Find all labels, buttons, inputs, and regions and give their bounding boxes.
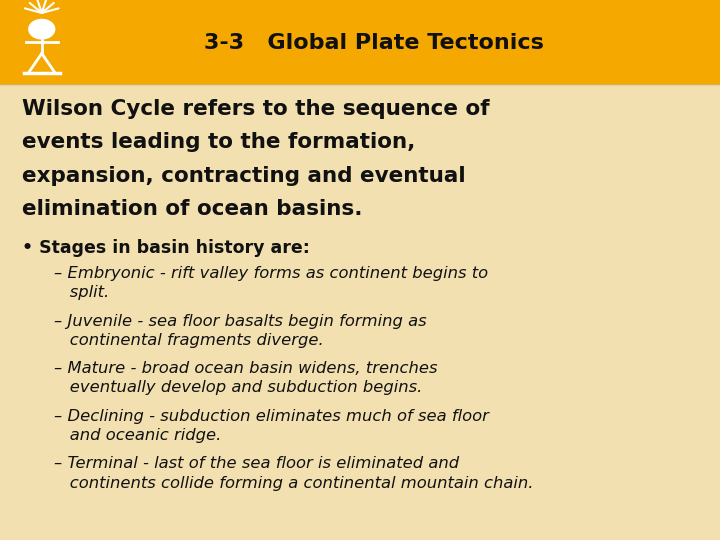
Text: – Terminal - last of the sea floor is eliminated and
   continents collide formi: – Terminal - last of the sea floor is el… [54,456,534,490]
Text: – Embryonic - rift valley forms as continent begins to
   split.: – Embryonic - rift valley forms as conti… [54,266,488,300]
Text: – Mature - broad ocean basin widens, trenches
   eventually develop and subducti: – Mature - broad ocean basin widens, tre… [54,361,438,395]
Text: elimination of ocean basins.: elimination of ocean basins. [22,199,362,219]
Text: Wilson Cycle refers to the sequence of: Wilson Cycle refers to the sequence of [22,99,489,119]
Text: – Juvenile - sea floor basalts begin forming as
   continental fragments diverge: – Juvenile - sea floor basalts begin for… [54,314,427,348]
Text: 3-3   Global Plate Tectonics: 3-3 Global Plate Tectonics [204,32,544,53]
Text: – Declining - subduction eliminates much of sea floor
   and oceanic ridge.: – Declining - subduction eliminates much… [54,409,489,443]
FancyBboxPatch shape [0,0,720,85]
Text: expansion, contracting and eventual: expansion, contracting and eventual [22,166,465,186]
Circle shape [29,19,55,39]
Text: events leading to the formation,: events leading to the formation, [22,132,415,152]
Text: • Stages in basin history are:: • Stages in basin history are: [22,239,310,257]
